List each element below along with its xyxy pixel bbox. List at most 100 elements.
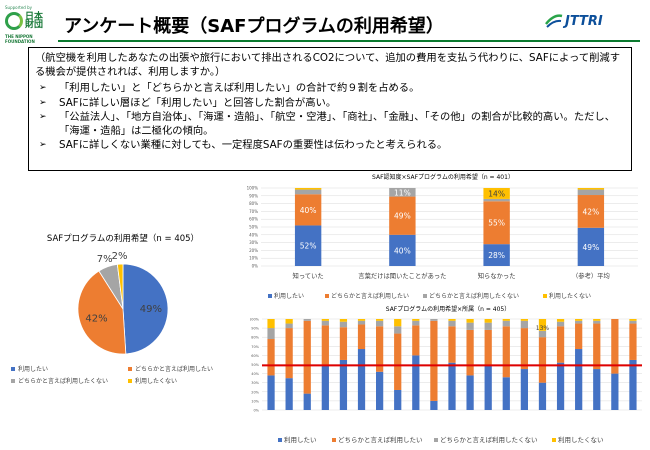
bar-segment (394, 333, 402, 390)
bar-value-label: 14% (488, 189, 505, 198)
finding-text: 「利用したい」と「どちらかと言えば利用したい」の合計で約９割を占める。 (59, 82, 420, 95)
logo-name: 日本財団 (25, 12, 44, 30)
bar-segment (376, 320, 384, 327)
bar-segment (483, 244, 510, 266)
bar-segment (430, 400, 438, 410)
bar-value-label: 55% (488, 219, 505, 228)
bar-segment (538, 330, 547, 338)
y-tick-label: 70% (249, 209, 258, 214)
pie-data-label: 49% (140, 304, 162, 315)
bar-value-label: 49% (583, 243, 600, 252)
logo-foundation: THE NIPPON FOUNDATION (5, 34, 35, 44)
bar-segment (389, 234, 416, 266)
bar-segment (629, 320, 637, 324)
y-tick-label: 70% (251, 345, 259, 349)
bar-segment (484, 364, 492, 410)
bar-segment (267, 328, 275, 340)
bar-segment (339, 359, 348, 410)
bar-segment (430, 319, 438, 321)
bar-segment (502, 320, 510, 327)
bar-segment (556, 326, 565, 363)
bar-segment (357, 349, 366, 410)
bar-segment (466, 319, 474, 323)
bar-segment (520, 328, 528, 370)
affiliation-bar-chart: SAFプログラムの利用希望×所属（n = 405） 0% 10% 20% 30% 40%… (250, 305, 642, 444)
legend-swatch (332, 438, 336, 442)
legend-label: 利用したい (284, 435, 317, 444)
y-tick-label: 90% (249, 193, 258, 198)
pie-chart: SAFプログラムの利用希望（n = 405） 49%42%7% 2% 利用したいど… (11, 233, 213, 385)
y-tick-label: 30% (249, 240, 258, 245)
bar-segment (629, 319, 637, 321)
bar-segment (394, 389, 402, 410)
bar-segment (303, 393, 311, 410)
pie-data-label: 7% (97, 254, 113, 265)
bar-segment (339, 321, 348, 328)
bar-segment (285, 323, 293, 329)
legend-swatch (552, 438, 556, 442)
bar-value-label: 52% (300, 242, 317, 251)
bar-segment (389, 188, 416, 197)
legend-label: 利用したい (18, 365, 48, 373)
bar-value-label: 42% (583, 207, 600, 216)
legend-swatch (434, 438, 438, 442)
bar-segment (556, 362, 565, 410)
bar-segment (448, 320, 456, 327)
bar-segment (629, 323, 637, 360)
finding-text: SAFに詳しくない業種に対しても、一定程度SAFの重要性は伝わったと考えられる。 (59, 139, 448, 152)
bar-segment (538, 319, 547, 331)
y-tick-label: 50% (249, 225, 258, 230)
bar-segment (394, 319, 402, 327)
legend-swatch (11, 379, 15, 383)
y-tick-label: 100% (247, 186, 259, 191)
arrow-bullet-icon: ➢ (39, 111, 47, 122)
legend-label: 利用したくない (135, 377, 177, 385)
bar-segment (629, 359, 637, 410)
bar-segment (538, 337, 547, 383)
summary-box: （航空機を利用したあなたの出張や旅行において排出されるCO2について、追加の費用… (28, 47, 632, 171)
bar-segment (593, 369, 601, 410)
bar-segment (285, 319, 293, 324)
legend-swatch (325, 294, 329, 298)
pie-data-label: 42% (85, 314, 107, 325)
bar-segment (321, 320, 329, 326)
bar-segment (294, 194, 322, 226)
bar-value-label: 40% (394, 246, 411, 255)
legend-label: 利用したい (274, 292, 304, 300)
bar-segment (357, 324, 366, 350)
legend-swatch (278, 438, 282, 442)
y-tick-label: 100% (250, 318, 260, 322)
y-tick-label: 80% (249, 201, 258, 206)
legend-swatch (128, 367, 132, 371)
plane-globe-icon (545, 14, 563, 28)
y-tick-label: 50% (251, 363, 259, 367)
finding-text: 「公益法人」、「地方自治体」、「海運・造船」、「航空・空港」、「商社」、「金融」… (59, 110, 616, 138)
bar-segment (483, 188, 510, 199)
bar-segment (267, 319, 275, 329)
bar-segment (502, 319, 510, 321)
list-item: ➢ SAFに詳しくない業種に対しても、一定程度SAFの重要性は伝わったと考えられる… (35, 138, 625, 152)
bar-value-label: 40% (300, 206, 317, 215)
y-tick-label: 80% (251, 336, 259, 340)
jttri-logo: JTTRI (545, 10, 640, 38)
arrow-bullet-icon: ➢ (39, 83, 47, 94)
bar-segment (484, 329, 492, 365)
y-tick-label: 10% (249, 256, 258, 261)
list-item: ➢ 「利用したい」と「どちらかと言えば利用したい」の合計で約９割を占める。 (35, 81, 625, 95)
bar-segment (577, 188, 605, 190)
awareness-chart-title: SAF認知度×SAFプログラムの利用希望（n = 401） (372, 173, 514, 181)
bar-segment (357, 320, 366, 325)
y-tick-label: 40% (251, 372, 259, 376)
bar-segment (466, 322, 474, 330)
bar-segment (556, 321, 565, 327)
y-tick-label: 10% (251, 399, 259, 403)
bar-segment (321, 319, 329, 321)
nippon-foundation-logo: Supported by 日本財団 THE NIPPON FOUNDATION (5, 5, 50, 47)
y-tick-label: 20% (251, 390, 259, 394)
title-underline (58, 40, 640, 42)
bar-segment (575, 349, 583, 410)
bar-segment (466, 375, 474, 410)
bar-segment (303, 319, 311, 321)
bar-segment (484, 319, 492, 323)
bar-segment (303, 320, 311, 394)
